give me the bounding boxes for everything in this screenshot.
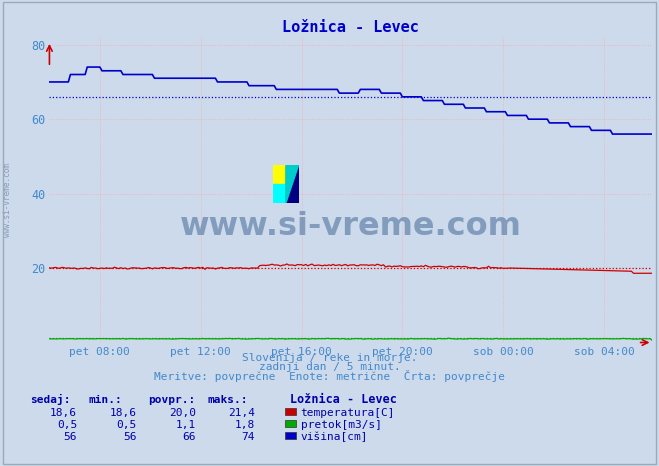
Text: sedaj:: sedaj: (30, 394, 70, 405)
Text: Meritve: povprečne  Enote: metrične  Črta: povprečje: Meritve: povprečne Enote: metrične Črta:… (154, 370, 505, 382)
Bar (273, 165, 286, 184)
Text: 18,6: 18,6 (50, 408, 77, 418)
Polygon shape (286, 165, 299, 203)
Text: višina[cm]: višina[cm] (301, 432, 368, 442)
Text: 1,8: 1,8 (235, 420, 255, 430)
Text: temperatura[C]: temperatura[C] (301, 408, 395, 418)
Text: 0,5: 0,5 (57, 420, 77, 430)
Text: Ložnica - Levec: Ložnica - Levec (290, 393, 397, 406)
Text: maks.:: maks.: (208, 395, 248, 405)
Text: 0,5: 0,5 (116, 420, 136, 430)
Bar (273, 184, 286, 203)
Text: 74: 74 (242, 432, 255, 442)
Text: 18,6: 18,6 (109, 408, 136, 418)
Text: pretok[m3/s]: pretok[m3/s] (301, 420, 382, 430)
Text: 56: 56 (64, 432, 77, 442)
Text: 56: 56 (123, 432, 136, 442)
Text: www.si-vreme.com: www.si-vreme.com (180, 211, 522, 242)
Text: 1,1: 1,1 (175, 420, 196, 430)
Text: zadnji dan / 5 minut.: zadnji dan / 5 minut. (258, 363, 401, 372)
Text: 20,0: 20,0 (169, 408, 196, 418)
Bar (286, 165, 299, 203)
Title: Ložnica - Levec: Ložnica - Levec (283, 20, 419, 35)
Text: 66: 66 (183, 432, 196, 442)
Text: 21,4: 21,4 (228, 408, 255, 418)
Text: Slovenija / reke in morje.: Slovenija / reke in morje. (242, 353, 417, 363)
Text: min.:: min.: (89, 395, 123, 405)
Text: povpr.:: povpr.: (148, 395, 196, 405)
Text: www.si-vreme.com: www.si-vreme.com (3, 164, 13, 237)
